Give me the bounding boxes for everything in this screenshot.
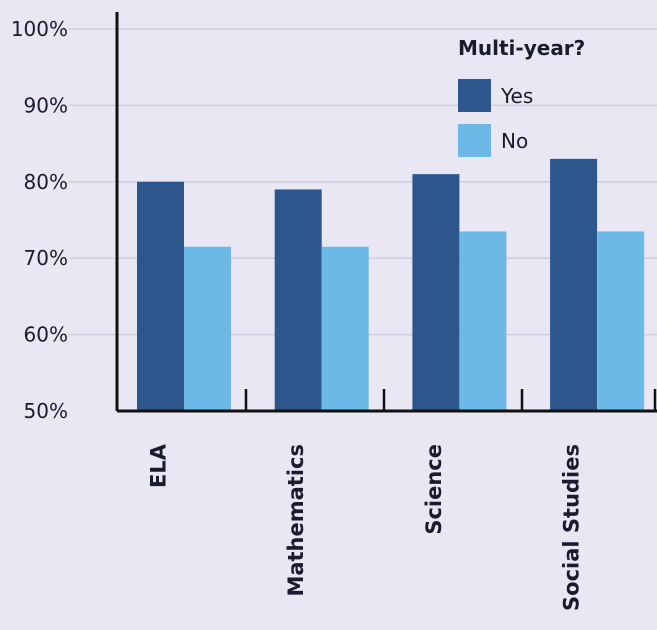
bar-yes-mathematics (274, 189, 322, 411)
y-axis-tick-labels: 50% 60% 70% 80% 90% 100% (11, 17, 68, 423)
y-tick-label: 50% (24, 399, 68, 423)
bar-no-ela (184, 246, 231, 411)
bar-no-science (459, 231, 507, 411)
legend-label: Yes (500, 84, 533, 108)
bar-no-social-studies (597, 231, 645, 411)
legend-items: Yes No (458, 79, 533, 157)
legend-swatch (458, 124, 491, 157)
bar-no-mathematics (321, 246, 369, 411)
legend-title: Multi-year? (458, 36, 585, 60)
bar-yes-science (412, 174, 460, 411)
x-category-label: ELA (147, 443, 171, 488)
bar-yes-ela (137, 181, 184, 411)
bar-yes-social-studies (550, 158, 598, 411)
legend-swatch (458, 79, 491, 112)
y-tick-label: 80% (24, 170, 68, 194)
y-tick-label: 60% (24, 323, 68, 347)
bars (137, 158, 645, 411)
y-tick-label: 90% (24, 93, 68, 117)
legend: Multi-year? Yes No (458, 36, 585, 157)
legend-label: No (501, 129, 528, 153)
y-tick-label: 100% (11, 17, 68, 41)
x-category-label: Mathematics (284, 444, 308, 597)
x-axis-category-labels: ELA Mathematics Science Social Studies (147, 443, 584, 611)
x-axis-ticks (244, 389, 657, 411)
x-category-label: Social Studies (560, 444, 584, 611)
axes (115, 12, 657, 413)
x-category-label: Science (422, 444, 446, 535)
y-tick-label: 70% (24, 246, 68, 270)
